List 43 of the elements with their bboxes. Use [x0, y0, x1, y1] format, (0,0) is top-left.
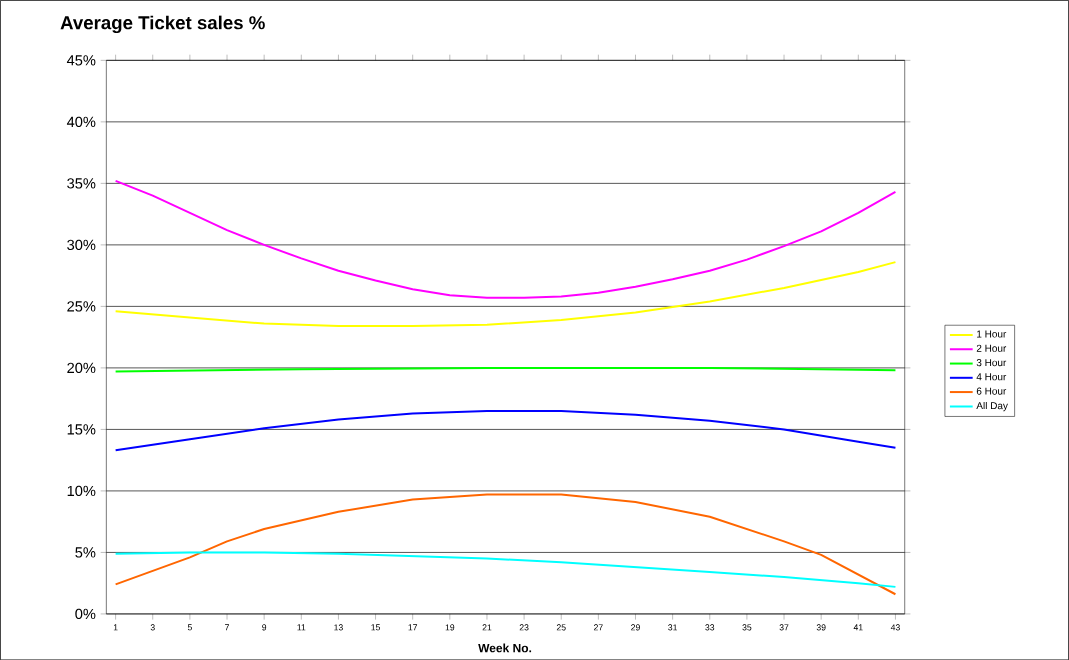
- x-tick-label: 15: [371, 624, 381, 631]
- chart-title: Average Ticket sales %: [60, 15, 265, 33]
- x-tick-label: 19: [445, 624, 455, 631]
- x-tick-label: 25: [556, 624, 566, 631]
- line-series: [114, 260, 897, 327]
- x-tick-label: 33: [705, 624, 715, 631]
- x-tick-label: 43: [890, 624, 900, 631]
- x-tick-label: 17: [408, 624, 418, 631]
- legend-label: 3 Hour: [976, 358, 1007, 367]
- x-tick-label: 3: [150, 624, 155, 631]
- x-tick-label: 31: [668, 624, 678, 631]
- y-tick-label: 0%: [75, 608, 96, 619]
- legend-label: All Day: [976, 401, 1008, 412]
- y-tick-label: 40%: [66, 116, 96, 127]
- x-tick-label: 13: [334, 624, 343, 631]
- line-series: [114, 409, 897, 452]
- y-tick-label: 15%: [67, 424, 96, 435]
- line-series: [114, 179, 897, 299]
- x-tick-label: 1: [113, 624, 118, 631]
- y-tick-label: 25%: [67, 301, 96, 312]
- legend-label: 2 Hour: [976, 344, 1007, 352]
- y-tick-label: 45%: [66, 55, 96, 66]
- x-tick-label: 35: [742, 624, 752, 631]
- legend-label: 6 Hour: [976, 387, 1007, 395]
- y-tick-label: 35%: [67, 178, 96, 189]
- x-tick-label: 39: [816, 624, 826, 631]
- y-tick-label: 5%: [75, 547, 96, 558]
- x-tick-label: 37: [779, 624, 789, 631]
- y-tick-label: 20%: [67, 362, 96, 373]
- y-tick-label: 30%: [67, 239, 96, 250]
- x-tick-label: 9: [262, 624, 267, 631]
- legend-label: 4 Hour: [976, 373, 1007, 381]
- y-tick-label: 10%: [67, 485, 96, 496]
- x-tick-label: 11: [297, 624, 306, 631]
- legend-label: 1 Hour: [977, 330, 1007, 338]
- x-tick-label: 7: [225, 624, 229, 631]
- x-tick-label: 27: [593, 624, 603, 631]
- x-tick-label: 21: [482, 624, 492, 631]
- x-axis-title: Week No.: [478, 643, 532, 653]
- x-tick-label: 29: [631, 624, 640, 631]
- x-tick-label: 41: [853, 624, 863, 631]
- x-tick-label: 5: [187, 624, 192, 631]
- x-tick-label: 23: [519, 624, 529, 631]
